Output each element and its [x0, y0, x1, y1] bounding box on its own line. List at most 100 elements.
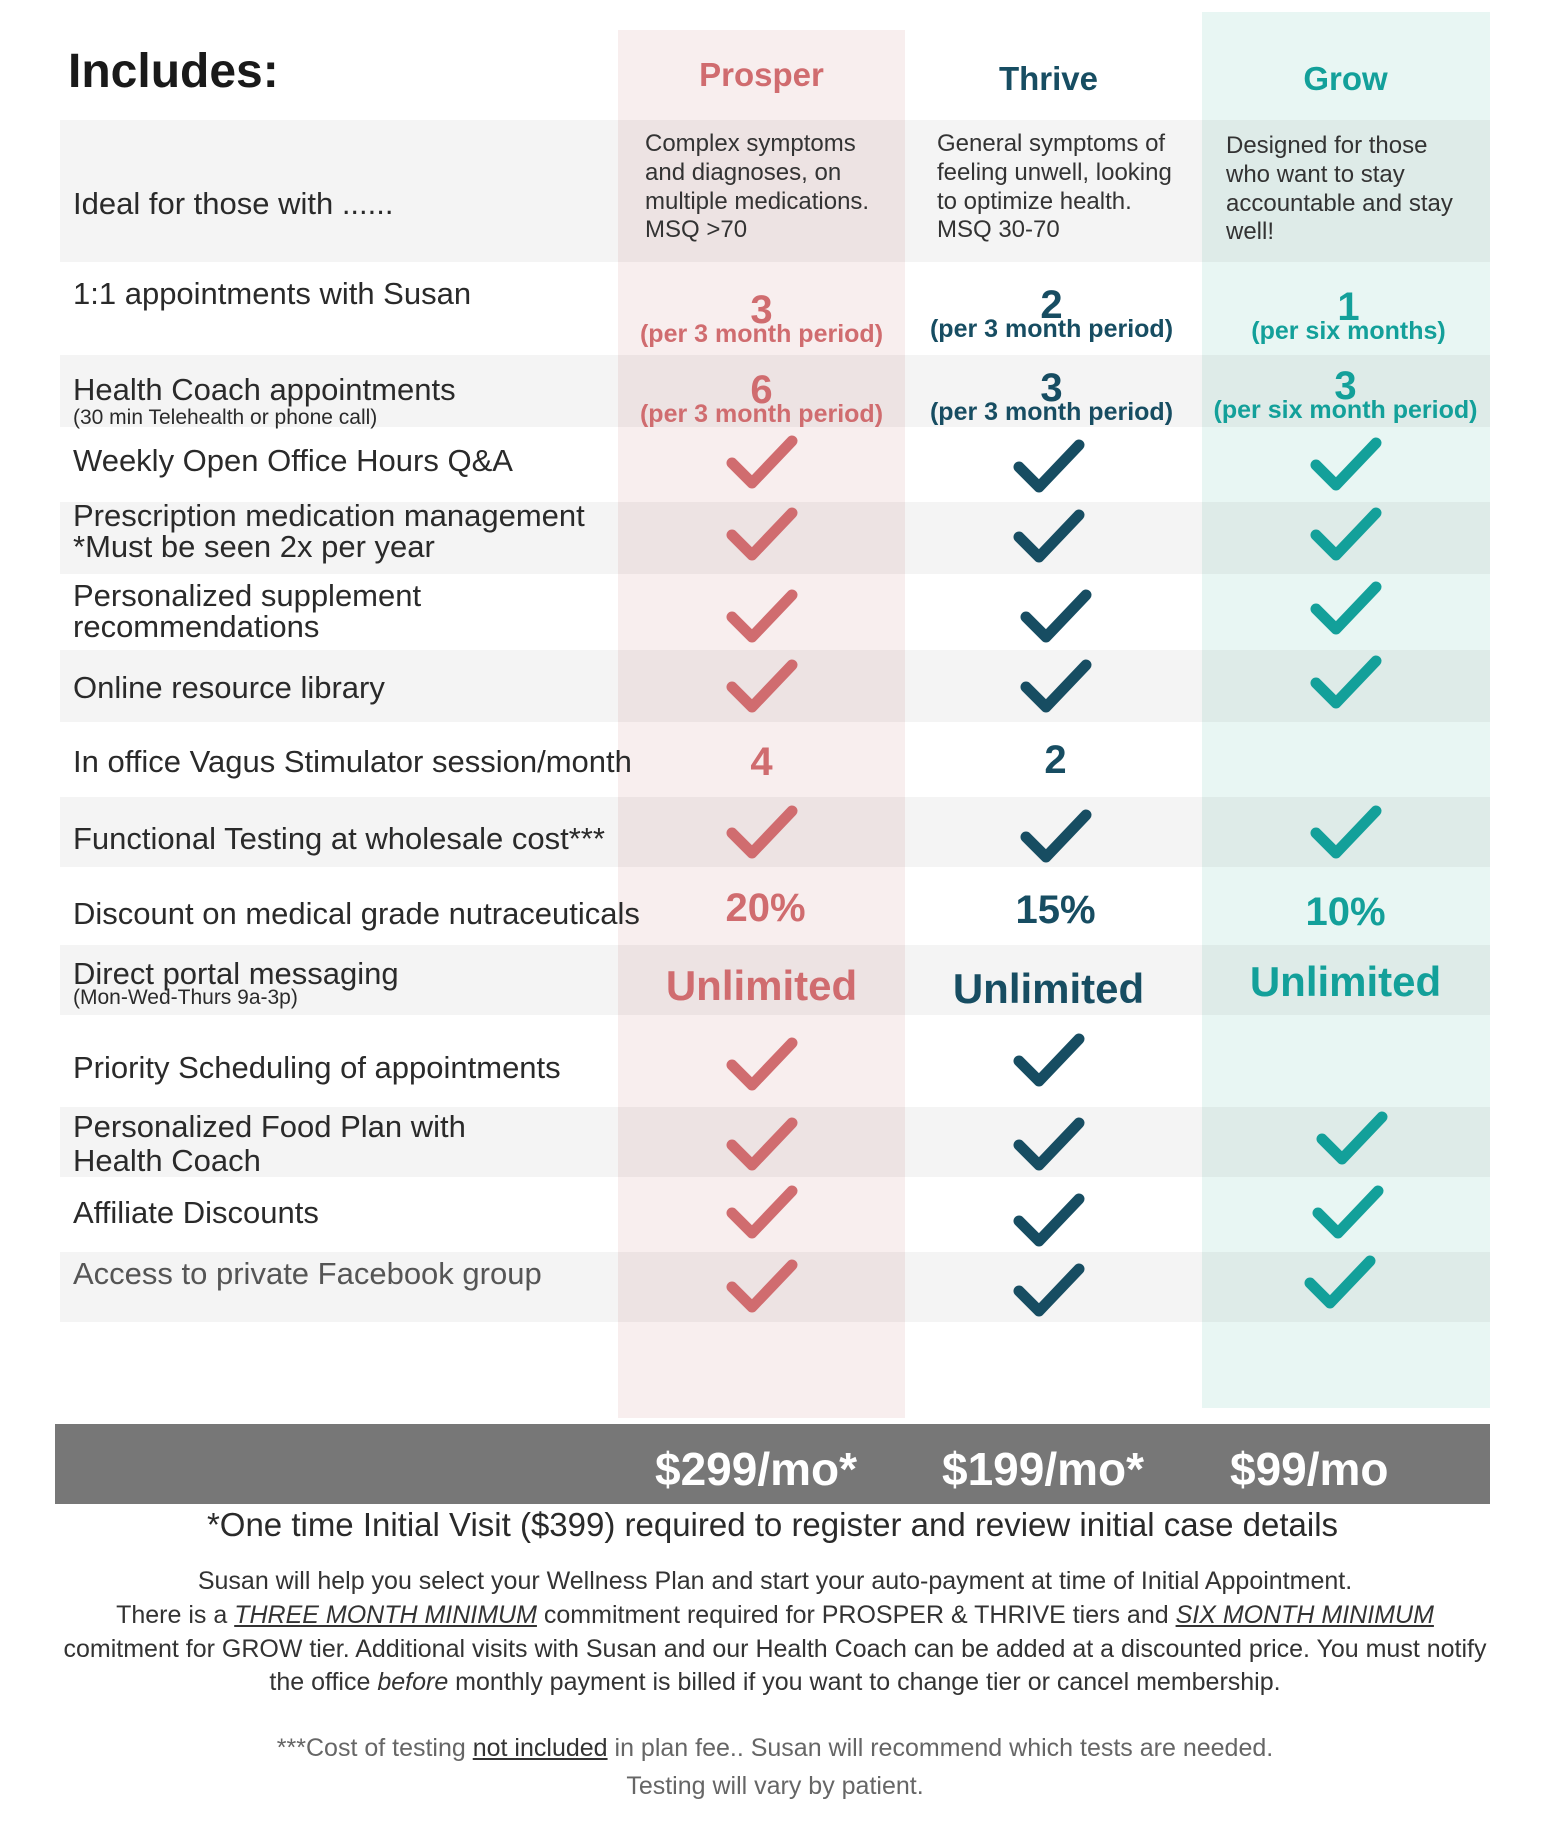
row-band — [60, 945, 1490, 1015]
row-label-discount: Discount on medical grade nutraceuticals — [73, 896, 640, 931]
check-icon — [618, 1178, 905, 1248]
grow-column-background — [1202, 12, 1490, 1408]
terms-text: There is a — [116, 1600, 235, 1629]
health-coach-sublabel: (30 min Telehealth or phone call) — [73, 406, 378, 429]
price-grow: $99/mo — [1230, 1443, 1389, 1495]
check-icon — [618, 1110, 905, 1180]
prosper-portal-value: Unlimited — [665, 962, 858, 1009]
check-icon — [905, 502, 1192, 572]
food-plan-label: Personalized Food Plan with — [73, 1109, 466, 1144]
terms-line-3: comitment for GROW tier. Additional visi… — [60, 1633, 1490, 1701]
ideal-prosper: Complex symptoms and diagnoses, on multi… — [645, 130, 870, 244]
not-included: not included — [472, 1734, 608, 1762]
portal-label: Direct portal messaging — [73, 956, 399, 991]
tier-name-thrive: Thrive — [998, 60, 1099, 97]
row-band — [60, 355, 1490, 427]
price-thrive: $199/mo* — [942, 1443, 1145, 1495]
health-coach-label: Health Coach appointments — [73, 372, 456, 407]
terms-line-1: Susan will help you select your Wellness… — [197, 1567, 1353, 1595]
row-label-vagus: In office Vagus Stimulator session/month — [73, 744, 632, 779]
check-icon — [1202, 430, 1489, 500]
row-label-prescription: Prescription medication management *Must… — [73, 500, 585, 562]
supplements-label-line2: recommendations — [73, 609, 320, 644]
grow-health-coach-period: (per six month period) — [1213, 396, 1478, 424]
page-title: Includes: — [68, 45, 279, 98]
check-icon — [912, 582, 1199, 652]
check-icon — [1202, 648, 1489, 718]
footnote-text: ***Cost of testing — [276, 1734, 473, 1762]
check-icon — [618, 582, 905, 652]
check-icon — [1202, 798, 1489, 868]
row-label-priority: Priority Scheduling of appointments — [73, 1050, 561, 1085]
initial-visit-note: *One time Initial Visit ($399) required … — [206, 1506, 1339, 1543]
row-label-affiliate: Affiliate Discounts — [73, 1195, 319, 1230]
footnote-line-1: ***Cost of testing not included in plan … — [60, 1730, 1490, 1768]
row-label-ideal: Ideal for those with ...... — [73, 186, 394, 221]
grow-portal-value: Unlimited — [1249, 958, 1442, 1005]
row-label-supplements: Personalized supplement recommendations — [73, 580, 421, 642]
prosper-appointments-count: 3 — [750, 288, 773, 332]
check-icon — [912, 652, 1199, 722]
row-label-facebook: Access to private Facebook group — [73, 1256, 542, 1291]
ideal-grow: Designed for those who want to stay acco… — [1226, 132, 1453, 246]
footnote-line-2: Testing will vary by patient. — [626, 1771, 924, 1800]
check-icon — [1208, 1104, 1495, 1174]
check-icon — [1204, 1178, 1491, 1248]
thrive-health-coach-count: 3 — [1040, 366, 1063, 410]
prescription-sublabel: *Must be seen 2x per year — [73, 529, 435, 564]
grow-appointments-period: (per six months) — [1251, 317, 1446, 345]
prosper-appointments-period: (per 3 month period) — [639, 320, 884, 348]
check-icon — [618, 652, 905, 722]
tier-name-grow: Grow — [1303, 60, 1388, 97]
row-label-library: Online resource library — [73, 670, 385, 705]
prosper-health-coach-period: (per 3 month period) — [639, 400, 884, 428]
thrive-health-coach-period: (per 3 month period) — [929, 398, 1174, 426]
row-label-testing: Functional Testing at wholesale cost*** — [73, 821, 605, 856]
prosper-discount-value: 20% — [725, 886, 806, 930]
terms-emphasis: before — [377, 1668, 449, 1697]
supplements-label: Personalized supplement — [73, 578, 422, 613]
grow-health-coach-count: 3 — [1334, 364, 1357, 408]
food-plan-label-line2: Health Coach — [73, 1143, 261, 1179]
check-icon — [905, 432, 1192, 502]
row-label-portal: Direct portal messaging (Mon-Wed-Thurs 9… — [73, 958, 399, 1008]
check-icon — [912, 802, 1199, 872]
thrive-vagus-count: 2 — [1044, 738, 1067, 782]
price-bar — [55, 1424, 1490, 1504]
row-label-health-coach: Health Coach appointments (30 min Telehe… — [73, 374, 456, 428]
terms-text: monthly payment is billed if you want to… — [448, 1668, 1281, 1697]
footnote-text: in plan fee.. Susan will recommend which… — [607, 1734, 1274, 1762]
thrive-portal-value: Unlimited — [952, 965, 1145, 1012]
check-icon — [618, 500, 905, 570]
tier-name-prosper: Prosper — [699, 56, 824, 93]
row-label-office-hours: Weekly Open Office Hours Q&A — [73, 443, 513, 478]
check-icon — [1202, 500, 1489, 570]
prosper-column-background — [618, 30, 905, 1418]
check-icon — [618, 798, 905, 868]
portal-sublabel: (Mon-Wed-Thurs 9a-3p) — [73, 986, 298, 1009]
three-month-minimum: THREE MONTH MINIMUM — [234, 1600, 537, 1629]
price-prosper: $299/mo* — [655, 1443, 858, 1495]
thrive-discount-value: 15% — [1015, 888, 1096, 932]
check-icon — [1202, 574, 1489, 644]
check-icon — [905, 1256, 1192, 1326]
row-label-food-plan: Personalized Food Plan with Health Coach — [73, 1109, 466, 1179]
grow-discount-value: 10% — [1305, 890, 1386, 934]
check-icon — [905, 1110, 1192, 1180]
row-band — [60, 120, 1490, 262]
check-icon — [905, 1026, 1192, 1096]
ideal-thrive: General symptoms of feeling unwell, look… — [937, 130, 1172, 244]
thrive-appointments-count: 2 — [1040, 283, 1063, 327]
testing-footnote: ***Cost of testing not included in plan … — [60, 1730, 1490, 1805]
check-icon — [905, 1186, 1192, 1256]
check-icon — [1196, 1248, 1483, 1318]
check-icon — [618, 1030, 905, 1100]
check-icon — [618, 1252, 905, 1322]
prosper-health-coach-count: 6 — [750, 368, 773, 412]
prosper-vagus-count: 4 — [750, 740, 773, 784]
terms-text: commitment required for PROSPER & THRIVE… — [536, 1600, 1176, 1629]
row-label-appointments: 1:1 appointments with Susan — [73, 276, 472, 311]
six-month-minimum: SIX MONTH MINIMUM — [1175, 1600, 1434, 1629]
terms-line-2: There is a THREE MONTH MINIMUM commitmen… — [60, 1599, 1490, 1633]
check-icon — [618, 428, 905, 498]
